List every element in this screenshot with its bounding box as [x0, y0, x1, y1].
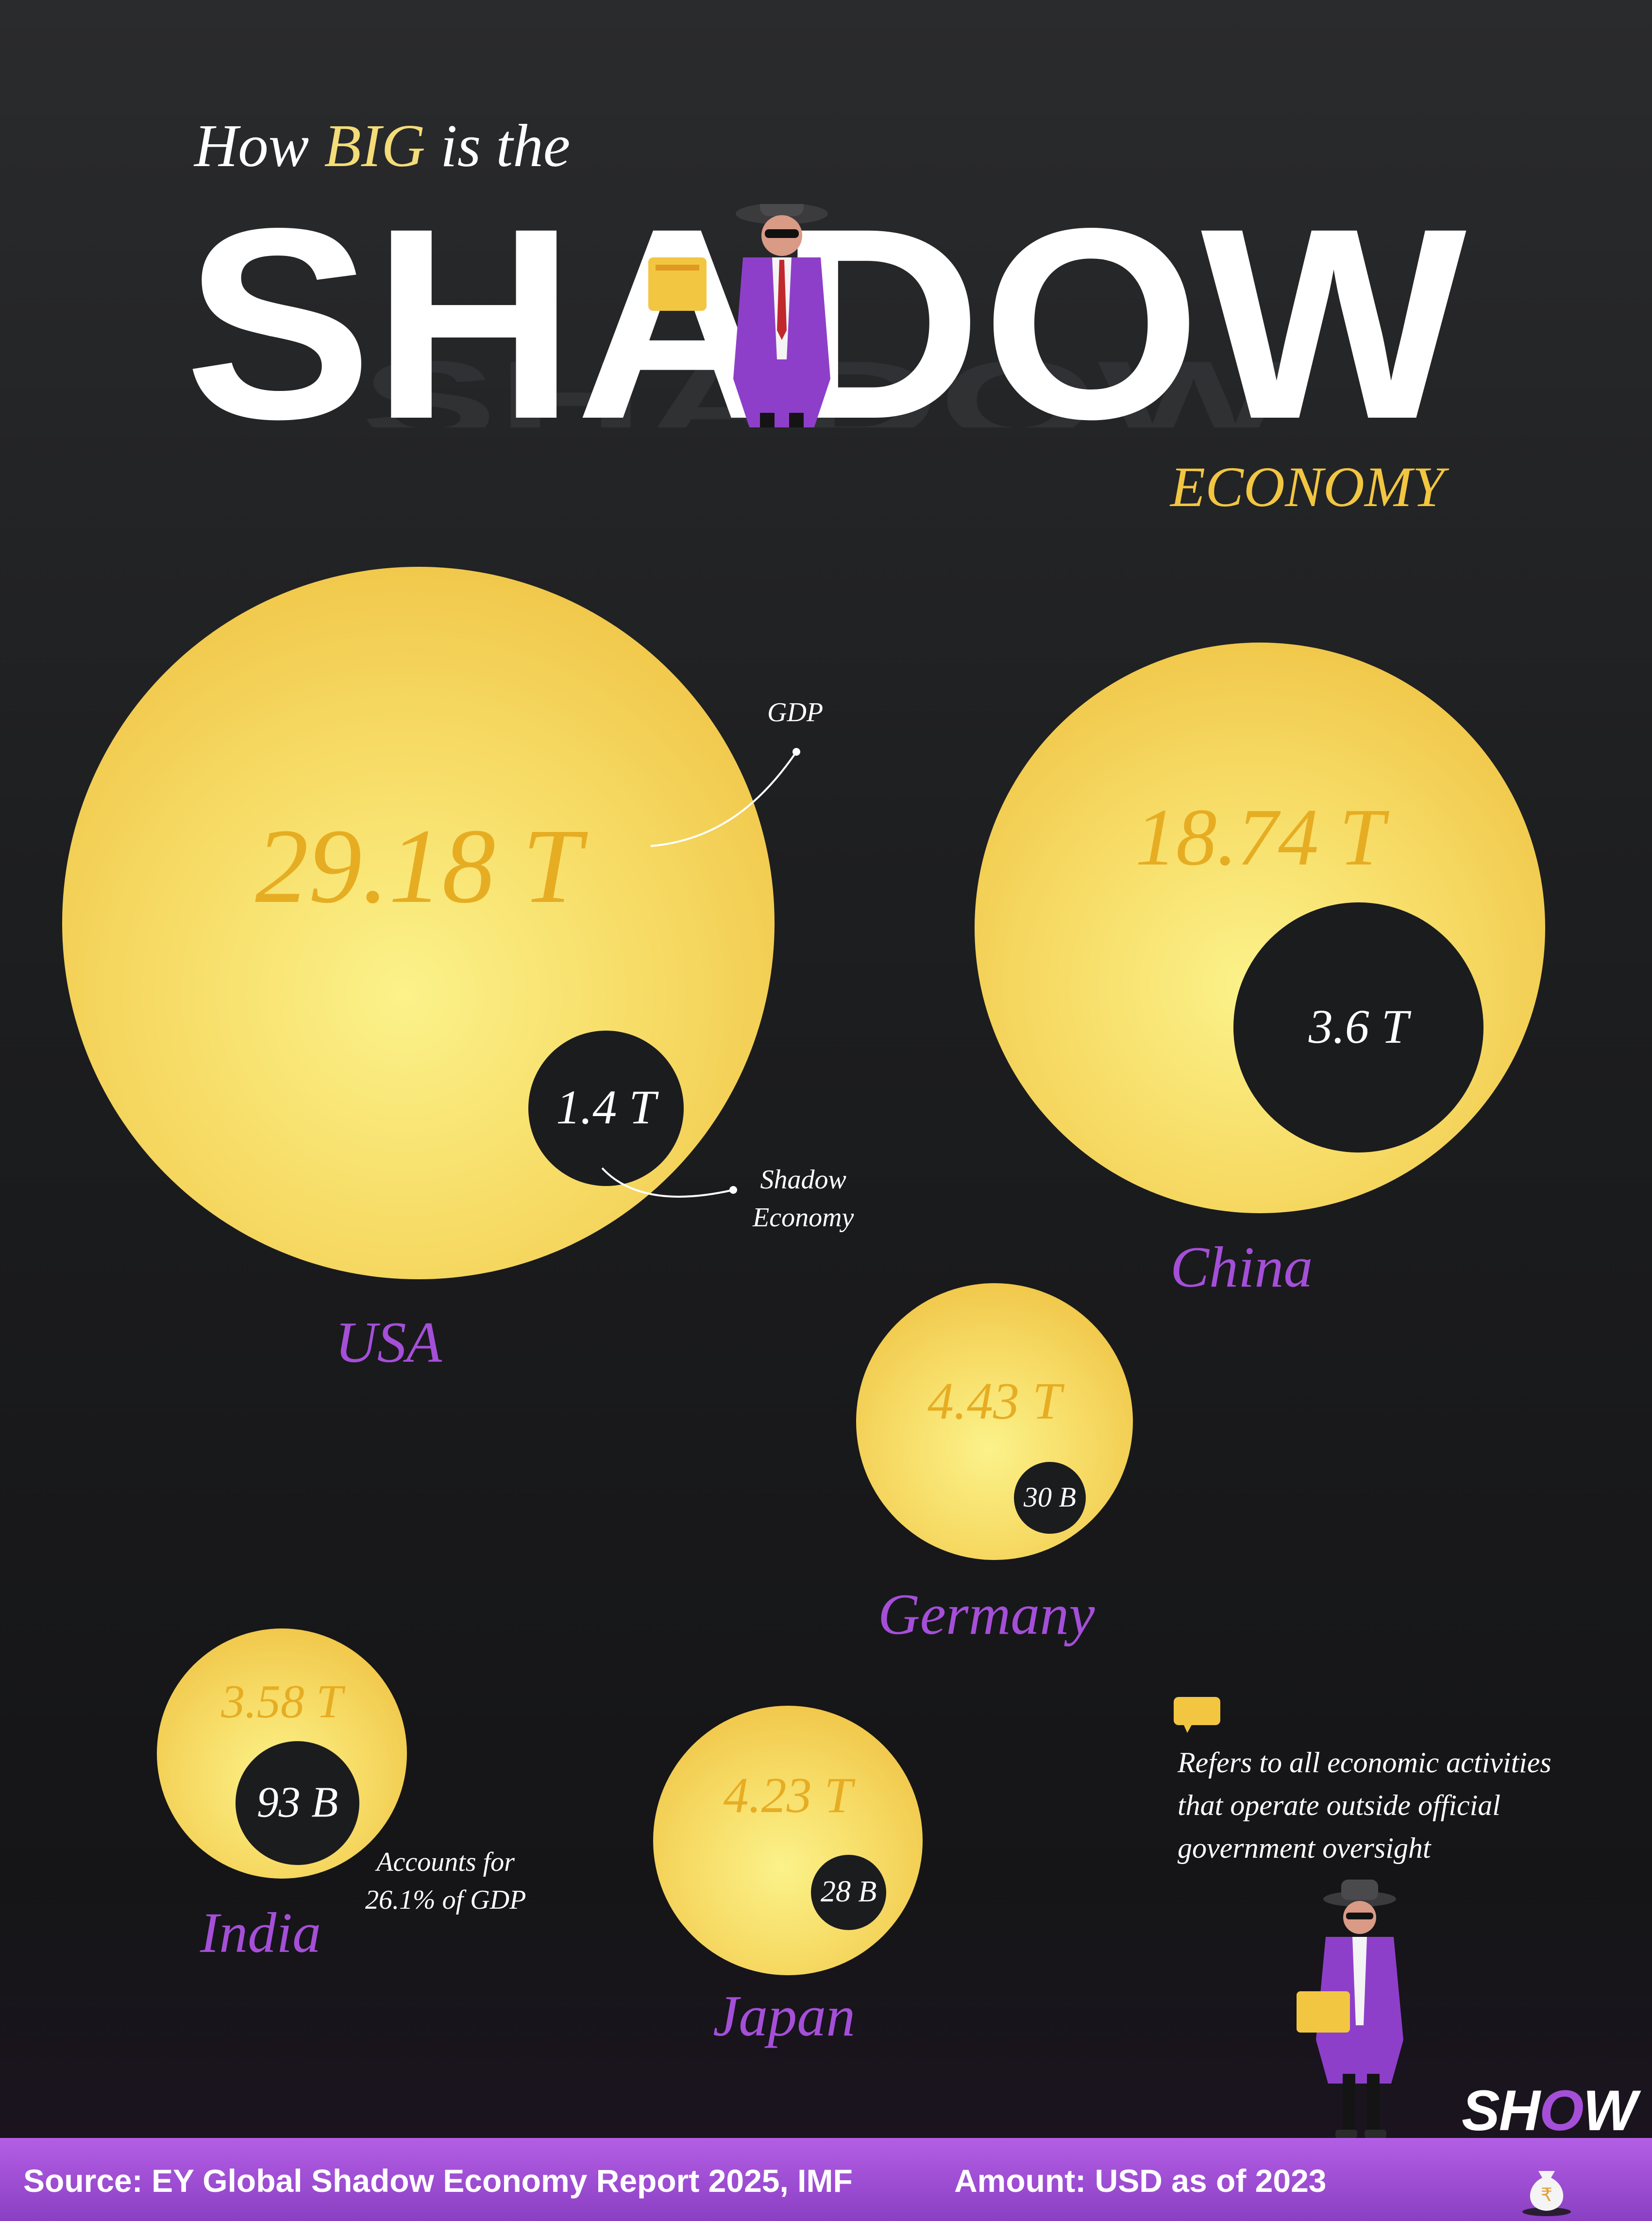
annotation-india-line1: Accounts for	[376, 1847, 515, 1877]
svg-text:₹: ₹	[1541, 2184, 1552, 2205]
country-label-germany: Germany	[878, 1582, 1095, 1646]
amount-text: Amount: USD as of 2023	[954, 2163, 1327, 2199]
country-label-japan: Japan	[713, 1984, 856, 2048]
bubble-usa-gdp: 29.18 T 1.4 T	[62, 567, 775, 1279]
country-label-india: India	[200, 1901, 321, 1965]
shadow-value-germany: 30 B	[1024, 1481, 1076, 1513]
bubble-india-shadow: 93 B	[236, 1741, 359, 1865]
shadow-leader-dot	[729, 1186, 737, 1194]
brand-logo-post: W	[1583, 2079, 1637, 2143]
title-big: BIG	[324, 113, 425, 180]
money-bag-icon: ₹	[1522, 2171, 1571, 2216]
bubble-japan-shadow: 28 B	[811, 1855, 886, 1930]
bubble-usa-shadow: 1.4 T	[528, 1031, 684, 1186]
annotation-shadow-line2: Economy	[753, 1203, 854, 1233]
callout-line1: Refers to all economic activities	[1178, 1746, 1551, 1779]
shadow-value-usa: 1.4 T	[556, 1080, 656, 1135]
shadow-value-india: 93 B	[256, 1778, 338, 1826]
shadow-value-china: 3.6 T	[1308, 999, 1409, 1053]
bubble-japan-gdp: 4.23 T 28 B	[653, 1706, 923, 1975]
shadow-title-graphic: SHADOW SHADOW	[185, 204, 1469, 427]
bubble-germany-shadow: 30 B	[1014, 1462, 1086, 1534]
gdp-value-usa: 29.18 T	[255, 807, 582, 925]
gdp-value-china: 18.74 T	[1135, 792, 1385, 882]
bubble-germany-gdp: 4.43 T 30 B	[856, 1283, 1133, 1560]
footer-bar	[0, 2138, 1652, 2221]
gdp-value-germany: 4.43 T	[927, 1373, 1062, 1430]
annotation-india: Accounts for 26.1% of GDP	[365, 1843, 526, 1919]
brand-logo-o: O	[1539, 2079, 1584, 2143]
source-text: Source: EY Global Shadow Economy Report …	[23, 2163, 853, 2199]
spy-figure-icon	[648, 204, 830, 427]
gdp-value-india: 3.58 T	[221, 1676, 343, 1728]
callout-line2: that operate outside official	[1178, 1789, 1500, 1821]
annotation-gdp: GDP	[767, 697, 824, 728]
annotation-india-line2: 26.1% of GDP	[365, 1885, 526, 1915]
gdp-leader-dot	[792, 748, 800, 756]
title-intro: How BIG is the	[194, 112, 570, 181]
gdp-leader-line	[650, 751, 797, 847]
shadow-leader-line	[601, 1167, 734, 1198]
spy-figure-bottom-icon	[1297, 1880, 1403, 2138]
annotation-shadow-line1: Shadow	[760, 1165, 846, 1195]
title-economy: ECONOMY	[1170, 455, 1444, 519]
country-label-usa: USA	[335, 1310, 442, 1374]
callout-line3: government oversight	[1178, 1832, 1431, 1864]
country-label-china: China	[1170, 1235, 1313, 1299]
annotation-shadow-economy: Shadow Economy	[753, 1161, 854, 1237]
bubble-china-gdp: 18.74 T 3.6 T	[975, 643, 1545, 1213]
shadow-value-japan: 28 B	[820, 1875, 877, 1908]
definition-callout: Refers to all economic activities that o…	[1178, 1741, 1551, 1869]
title-pre: How	[194, 113, 324, 180]
bubble-china-shadow: 3.6 T	[1233, 902, 1483, 1153]
brand-logo-pre: SH	[1462, 2079, 1540, 2143]
title-post: is the	[425, 113, 571, 180]
speech-bubble-icon	[1174, 1697, 1220, 1733]
brand-logo: SHOW	[1462, 2078, 1637, 2144]
bubble-india-gdp: 3.58 T 93 B	[157, 1628, 407, 1879]
page-title: SHADOW	[185, 204, 1469, 427]
gdp-value-japan: 4.23 T	[723, 1767, 853, 1823]
